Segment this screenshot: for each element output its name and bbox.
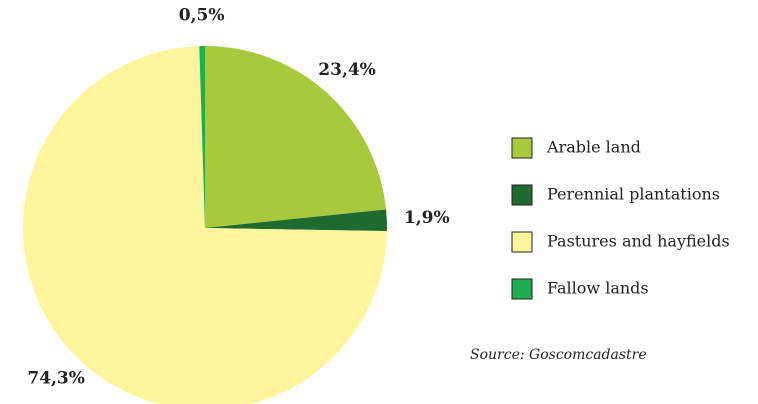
legend-swatch: [511, 184, 533, 206]
legend-label: Arable land: [546, 138, 641, 157]
pie-slice: [199, 46, 205, 228]
pie-slice: [23, 46, 387, 404]
value-label: 0,5%: [179, 6, 225, 26]
legend-label: Perennial plantations: [547, 185, 720, 204]
value-label: 74,3%: [27, 368, 85, 388]
legend-swatch: [511, 137, 533, 159]
legend-label: Pastures and hayfields: [547, 232, 730, 251]
pie-slice: [205, 209, 388, 232]
source-note: Source: Goscomcadastre: [470, 347, 647, 363]
value-label: 23,4%: [318, 60, 376, 80]
legend-swatch: [511, 278, 533, 300]
legend-label: Fallow lands: [547, 279, 649, 298]
value-label: 1,9%: [404, 208, 450, 228]
pie-slice: [205, 46, 387, 228]
legend-swatch: [511, 231, 533, 253]
